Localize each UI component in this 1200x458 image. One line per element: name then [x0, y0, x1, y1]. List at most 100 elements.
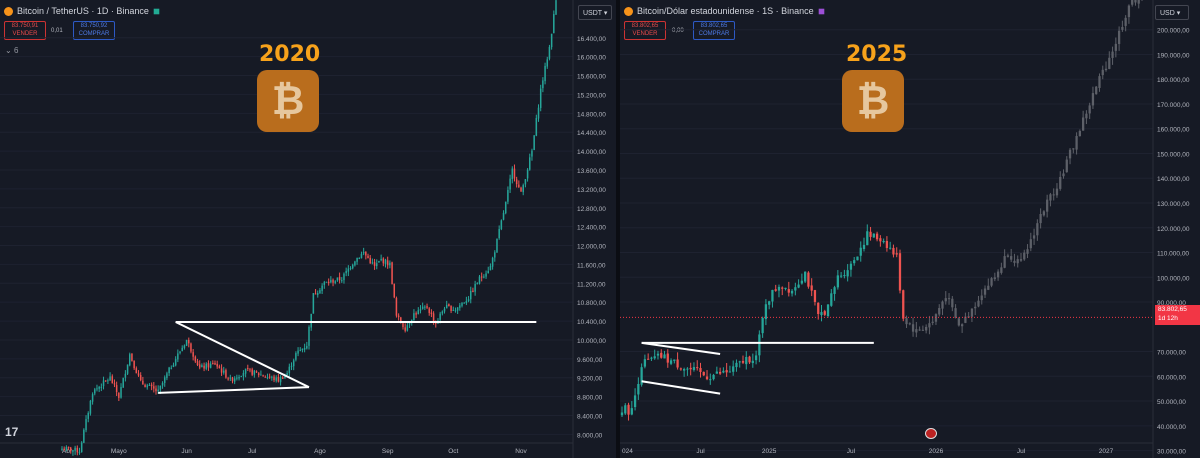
candle-body — [360, 253, 363, 259]
candle-body — [653, 356, 656, 359]
candle-body — [990, 278, 993, 286]
left-currency-button[interactable]: USDT ▾ — [578, 5, 612, 20]
candle-body — [546, 59, 549, 67]
candle-body — [404, 327, 406, 331]
event-marker-icon[interactable] — [925, 428, 937, 439]
candle-body — [166, 373, 168, 379]
candle-body — [781, 287, 784, 289]
candle-body — [692, 367, 696, 370]
candle-body — [728, 371, 732, 373]
candle-body — [474, 284, 476, 292]
indicators-toggle[interactable]: ⌄ 6 — [5, 46, 18, 55]
candle-body — [544, 65, 546, 82]
candle-body — [275, 377, 277, 381]
candle-body — [1085, 113, 1088, 119]
candle-body — [725, 370, 728, 373]
candle-body — [496, 238, 498, 253]
candle-body — [238, 376, 240, 379]
right-chart-canvas[interactable]: 200.000,00 190.000,00 180.000,00 170.000,00… — [620, 0, 1200, 458]
candle-body — [220, 368, 223, 373]
candle-body — [637, 384, 640, 395]
candle-body — [1098, 76, 1101, 88]
candle-body — [321, 285, 323, 291]
candle-body — [1134, 0, 1137, 3]
candle-body — [1046, 199, 1049, 212]
candle-body — [669, 360, 673, 364]
candle-body — [833, 287, 836, 294]
x-tick-label: Mayo — [111, 448, 127, 455]
candle-body — [327, 281, 330, 284]
candle-body — [297, 350, 299, 354]
candle-body — [1003, 256, 1006, 268]
x-tick-label: 2025 — [762, 448, 777, 455]
candle-body — [790, 290, 794, 294]
y-tick-label: 12.400,00 — [577, 225, 606, 232]
candle-body — [515, 179, 518, 185]
x-tick-label: Nov — [515, 448, 527, 455]
candle-body — [450, 305, 452, 311]
y-tick-label: 13.200,00 — [577, 187, 606, 194]
candle-body — [491, 257, 494, 267]
candle-body — [987, 285, 990, 290]
candle-body — [262, 375, 264, 377]
x-tick-label: Jul — [847, 448, 856, 455]
candle-body — [153, 386, 155, 389]
candle-body — [174, 359, 177, 366]
left-buy-box[interactable]: 83.750,92 COMPRAR — [73, 21, 115, 40]
candle-body — [332, 279, 334, 283]
candle-body — [859, 247, 862, 256]
candle-body — [938, 308, 941, 315]
left-chart-canvas[interactable]: 16.400,00 16.000,00 15.600,00 15.200,00 14.8… — [0, 0, 616, 458]
tradingview-logo[interactable]: 17 — [5, 425, 19, 439]
right-symbol-title[interactable]: Bitcoin/Dólar estadounidense · 1S · Bina… — [637, 6, 814, 16]
candle-body — [61, 448, 63, 451]
candle-body — [1029, 239, 1032, 249]
candle-body — [1032, 235, 1036, 239]
right-buy-box[interactable]: 83.802,65 COMPRAR — [693, 21, 735, 40]
left-sell-box[interactable]: 83.750,91 VENDER — [4, 21, 46, 40]
y-tick-label: 11.600,00 — [577, 262, 606, 269]
candle-body — [271, 376, 273, 378]
green-flag-icon[interactable] — [153, 8, 160, 15]
candle-body — [365, 251, 367, 256]
candle-body — [358, 257, 361, 259]
candle-body — [689, 367, 692, 370]
left-symbol-title[interactable]: Bitcoin / TetherUS · 1D · Binance — [17, 6, 149, 16]
y-tick-label: 14.000,00 — [577, 149, 606, 156]
candle-body — [395, 297, 398, 316]
candle-body — [83, 429, 85, 443]
candle-body — [921, 329, 925, 331]
y-tick-label: 9.600,00 — [577, 357, 603, 364]
candle-body — [231, 377, 234, 382]
candle-body — [656, 353, 660, 356]
y-tick-label: 10.800,00 — [577, 300, 606, 307]
candle-body — [738, 361, 741, 363]
x-tick-label: Oct — [448, 448, 458, 455]
y-tick-label: 110.000,00 — [1157, 251, 1189, 258]
candle-body — [712, 374, 715, 380]
candle-body — [849, 263, 853, 270]
panel-divider[interactable] — [616, 0, 620, 458]
candle-body — [872, 233, 875, 238]
candle-body — [397, 315, 400, 318]
candle-body — [131, 353, 133, 361]
candle-body — [367, 255, 369, 259]
candle-body — [660, 352, 663, 358]
candle-body — [722, 370, 725, 373]
candle-body — [111, 376, 114, 384]
candle-body — [459, 305, 461, 308]
candle-body — [947, 298, 951, 300]
candle-body — [826, 304, 830, 317]
purple-flag-icon[interactable] — [818, 8, 825, 15]
candle-body — [882, 240, 885, 243]
right-sell-box[interactable]: 83.802,65 VENDER — [624, 21, 666, 40]
candle-body — [273, 376, 275, 381]
y-tick-label: 12.000,00 — [577, 244, 606, 251]
candle-body — [1137, 0, 1140, 4]
candle-body — [518, 184, 520, 187]
candle-body — [718, 371, 722, 374]
right-currency-button[interactable]: USD ▾ — [1155, 5, 1189, 20]
y-tick-label: 16.400,00 — [577, 36, 606, 43]
candle-body — [1127, 5, 1131, 18]
candle-body — [745, 357, 748, 365]
